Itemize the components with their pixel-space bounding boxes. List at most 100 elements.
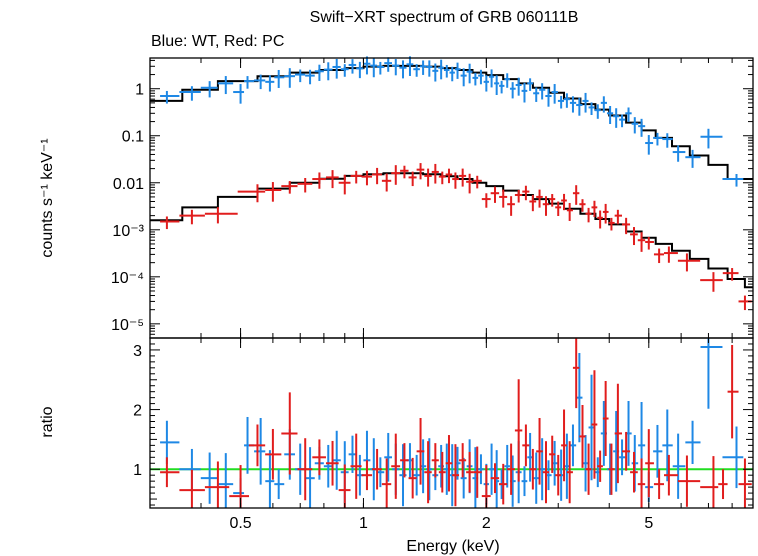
ratio-point-wt <box>653 424 663 478</box>
data-point-pc <box>602 203 609 224</box>
data-point-wt <box>509 82 516 99</box>
chart-title: Swift−XRT spectrum of GRB 060111B <box>310 9 579 26</box>
data-point-pc <box>281 181 298 194</box>
data-point-wt <box>392 59 400 76</box>
data-point-wt <box>521 82 528 103</box>
ratio-point-wt <box>217 453 234 508</box>
data-point-wt <box>472 72 479 86</box>
ratio-y-tick-label: 2 <box>133 403 142 420</box>
data-point-pc <box>597 210 603 229</box>
data-point-pc <box>664 246 678 263</box>
data-point-wt <box>466 63 473 84</box>
ratio-point-wt <box>504 444 510 488</box>
ratio-point-wt <box>685 420 701 465</box>
data-point-wt <box>377 61 385 75</box>
data-point-pc <box>338 174 351 195</box>
data-point-wt <box>600 96 607 113</box>
data-point-wt <box>254 74 266 90</box>
ratio-point-pc <box>637 458 646 508</box>
ratio-point-pc <box>160 457 180 488</box>
data-point-pc <box>591 200 598 218</box>
data-point-pc <box>297 177 313 193</box>
ratio-point-wt <box>265 450 275 508</box>
ratio-point-pc <box>677 455 701 507</box>
ratio-point-pc <box>499 463 508 505</box>
ratio-point-pc <box>738 458 752 508</box>
chart-subtitle: Blue: WT, Red: PC <box>151 33 284 50</box>
data-point-wt <box>638 118 646 137</box>
data-point-wt <box>200 81 218 98</box>
ratio-point-wt <box>305 447 315 508</box>
data-point-pc <box>630 227 638 246</box>
data-point-pc <box>614 209 623 225</box>
data-point-wt <box>449 66 455 82</box>
data-point-pc <box>400 165 409 179</box>
ratio-point-pc <box>549 435 556 473</box>
ratio-point-wt <box>460 457 467 499</box>
data-point-wt <box>384 57 393 72</box>
spectrum-y-tick-label: 0.1 <box>122 129 144 146</box>
data-point-wt <box>619 114 626 128</box>
ratio-point-pc <box>727 345 739 439</box>
ratio-point-wt <box>569 424 577 467</box>
ratio-point-wt <box>521 466 528 497</box>
data-point-pc <box>473 175 482 189</box>
data-point-pc <box>738 295 752 311</box>
ratio-point-wt <box>384 432 393 482</box>
data-point-pc <box>452 172 460 189</box>
ratio-point-wt <box>672 433 686 499</box>
data-point-pc <box>677 253 701 272</box>
ratio-point-pc <box>490 463 500 494</box>
ratio-point-wt <box>722 426 744 489</box>
data-point-pc <box>549 194 556 207</box>
spectrum-panel: 1 0.1 0.01 10⁻³ 10⁻⁴ 10⁻⁵ <box>111 56 754 339</box>
spectrum-y-tick-label: 0.01 <box>113 176 144 193</box>
ratio-point-pc <box>514 379 523 482</box>
data-point-pc <box>431 163 439 184</box>
ratio-point-pc <box>400 443 409 478</box>
ratio-point-wt <box>700 338 723 409</box>
data-point-pc <box>466 173 474 194</box>
data-point-wt <box>233 84 245 104</box>
ratio-point-pc <box>591 370 598 479</box>
data-point-wt <box>545 88 552 107</box>
spectrum-y-tick-label: 1 <box>135 82 144 99</box>
ratio-point-wt <box>533 452 540 504</box>
data-point-wt <box>504 73 510 88</box>
ratio-point-pc <box>179 469 205 508</box>
model-line-pc <box>150 172 753 289</box>
ratio-point-pc <box>297 438 313 501</box>
ratio-point-pc <box>561 409 567 482</box>
data-point-pc <box>160 216 180 230</box>
data-point-wt <box>332 58 341 79</box>
data-point-wt <box>348 59 357 74</box>
ratio-point-pc <box>555 454 562 496</box>
spectrum-y-axis-label: counts s⁻¹ keV⁻¹ <box>39 138 56 257</box>
data-point-wt <box>625 107 632 122</box>
ratio-point-pc <box>459 443 467 478</box>
data-point-pc <box>459 168 467 187</box>
data-point-wt <box>426 60 433 77</box>
data-point-wt <box>685 149 701 168</box>
ratio-point-wt <box>662 409 673 482</box>
ratio-point-pc <box>452 444 460 507</box>
data-point-pc <box>372 167 382 185</box>
spectrum-y-tick-label: 10⁻³ <box>112 223 144 240</box>
ratio-point-pc <box>350 433 362 499</box>
ratio-point-pc <box>597 450 603 482</box>
data-point-wt <box>662 133 673 148</box>
x-tick-label: 1 <box>359 515 368 532</box>
data-point-wt <box>488 69 495 88</box>
data-point-pc <box>424 168 432 187</box>
ratio-point-pc <box>338 464 351 508</box>
ratio-point-pc <box>438 451 446 493</box>
ratio-point-pc <box>408 457 417 499</box>
ratio-point-pc <box>566 441 573 504</box>
data-point-wt <box>478 69 484 85</box>
data-point-pc <box>522 185 530 201</box>
data-point-pc <box>561 193 567 211</box>
data-point-pc <box>391 165 401 185</box>
data-point-wt <box>722 174 744 187</box>
ratio-point-pc <box>281 392 298 475</box>
ratio-point-pc <box>372 448 382 490</box>
